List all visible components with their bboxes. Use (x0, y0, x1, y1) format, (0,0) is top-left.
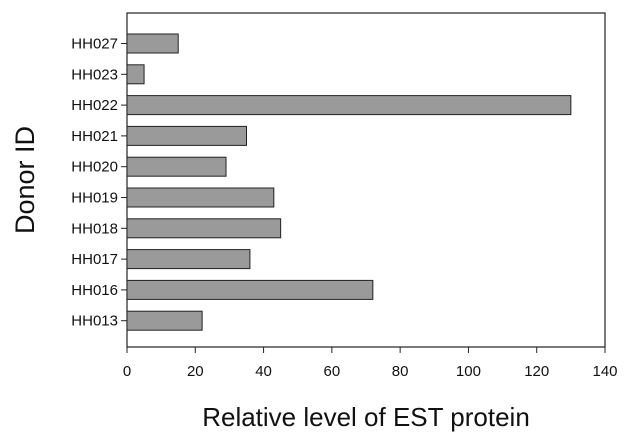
bar-hh017 (126, 249, 251, 270)
bar-hh013 (126, 310, 203, 331)
x-tick-label: 40 (255, 363, 272, 380)
x-axis: 0 20 40 60 80 100 120 140 (123, 347, 618, 380)
bar-hh020 (126, 156, 227, 177)
bar-hh019 (126, 187, 275, 208)
bar-hh016 (126, 279, 374, 300)
x-tick-label: 120 (524, 363, 549, 380)
y-tick-label: HH013 (71, 313, 118, 330)
y-tick-label: HH021 (71, 128, 118, 145)
y-tick-label: HH023 (71, 66, 118, 83)
y-axis-title: Donor ID (10, 126, 40, 234)
bar-hh022 (126, 95, 572, 116)
y-tick-label: HH018 (71, 220, 118, 237)
y-tick-label: HH027 (71, 36, 118, 53)
x-axis-title: Relative level of EST protein (202, 402, 530, 432)
y-tick-label: HH022 (71, 97, 118, 114)
bars-group (126, 33, 572, 331)
x-tick-label: 80 (392, 363, 409, 380)
y-tick-label: HH019 (71, 190, 118, 207)
y-tick-labels: HH027 HH023 HH022 HH021 HH020 HH019 HH018 HH017… (71, 36, 127, 330)
bar-hh027 (126, 33, 179, 54)
y-tick-label: HH016 (71, 282, 118, 299)
x-tick-label: 20 (187, 363, 204, 380)
y-tick-label: HH020 (71, 159, 118, 176)
y-tick-label: HH017 (71, 251, 118, 268)
bar-hh023 (126, 64, 145, 85)
bar-hh018 (126, 218, 282, 239)
x-tick-label: 100 (456, 363, 481, 380)
plot-frame (126, 12, 606, 348)
x-tick-label: 0 (123, 363, 131, 380)
x-tick-label: 60 (324, 363, 341, 380)
bar-hh021 (126, 125, 247, 146)
x-tick-label: 140 (592, 363, 617, 380)
